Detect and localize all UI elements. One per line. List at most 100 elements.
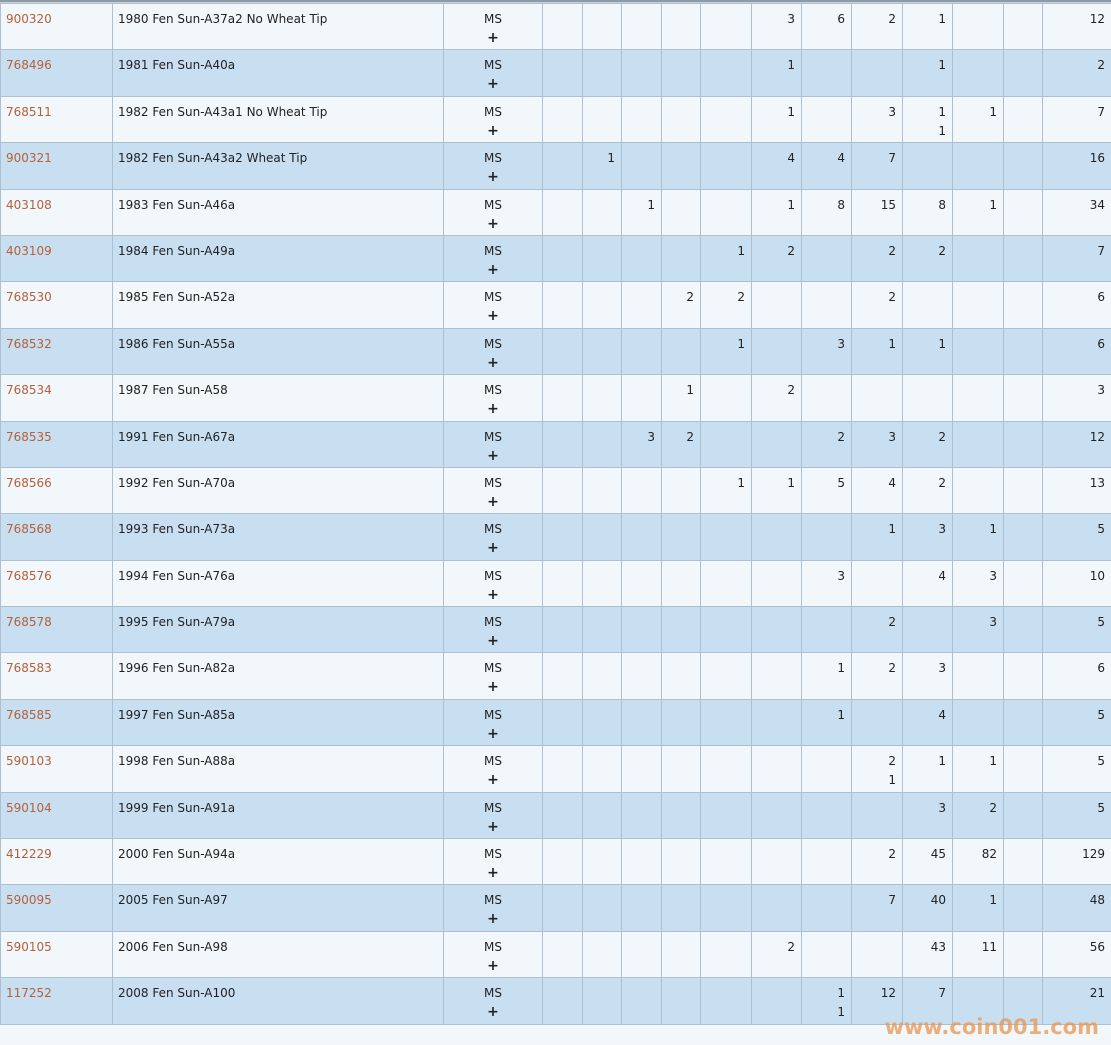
grade-count[interactable]: 12 [880,986,896,1001]
grade-count[interactable]: 1 [837,707,845,722]
grade-count[interactable]: 3 [938,800,946,815]
coin-id-link[interactable]: 403108 [6,197,52,212]
expand-plus-button[interactable]: + [487,215,499,232]
grade-count[interactable]: 1 [787,475,795,490]
grade-count[interactable]: 1 [888,336,896,351]
grade-count[interactable]: 1 [888,522,896,537]
expand-plus-button[interactable]: + [487,122,499,139]
grade-count[interactable]: 2 [938,475,946,490]
grade-count[interactable]: 2 [888,754,896,769]
grade-count[interactable]: 3 [888,104,896,119]
grade-count[interactable]: 2 [938,429,946,444]
grade-count[interactable]: 2 [989,800,997,815]
grade-count[interactable]: 4 [787,151,795,166]
coin-id-link[interactable]: 768530 [6,290,52,305]
grade-count[interactable]: 2 [888,12,896,26]
expand-plus-button[interactable]: + [487,725,499,742]
grade-count[interactable]: 1 [837,661,845,676]
grade-count[interactable]: 6 [837,12,845,26]
grade-count[interactable]: 1 [787,104,795,119]
grade-count[interactable]: 1 [647,197,655,212]
grade-count[interactable]: 7 [888,151,896,166]
grade-count[interactable]: 4 [938,707,946,722]
grade-count[interactable]: 2 [686,290,694,305]
grade-count[interactable]: 1 [787,58,795,73]
grade-count[interactable]: 1 [989,197,997,212]
grade-count[interactable]: 8 [938,197,946,212]
grade-count[interactable]: 3 [989,568,997,583]
coin-id-link[interactable]: 768566 [6,475,52,490]
coin-id-link[interactable]: 900321 [6,151,52,166]
expand-plus-button[interactable]: + [487,1004,499,1021]
coin-id-link[interactable]: 590104 [6,800,52,815]
grade-count[interactable]: 1 [888,773,896,788]
grade-count[interactable]: 1 [989,522,997,537]
grade-count[interactable]: 1 [938,58,946,73]
expand-plus-button[interactable]: + [487,957,499,974]
grade-count[interactable]: 1 [837,1005,845,1020]
grade-count[interactable]: 1 [938,754,946,769]
expand-plus-button[interactable]: + [487,679,499,696]
grade-count[interactable]: 3 [989,615,997,630]
grade-count[interactable]: 7 [888,893,896,908]
expand-plus-button[interactable]: + [487,308,499,325]
expand-plus-button[interactable]: + [487,493,499,510]
grade-count[interactable]: 4 [888,475,896,490]
grade-count[interactable]: 1 [737,475,745,490]
grade-count[interactable]: 3 [938,522,946,537]
expand-plus-button[interactable]: + [487,911,499,928]
grade-count[interactable]: 1 [686,383,694,398]
grade-count[interactable]: 45 [930,847,946,862]
grade-count[interactable]: 1 [607,151,615,166]
grade-count[interactable]: 2 [787,939,795,954]
coin-id-link[interactable]: 403109 [6,243,52,258]
coin-id-link[interactable]: 590095 [6,893,52,908]
grade-count[interactable]: 11 [981,939,997,954]
expand-plus-button[interactable]: + [487,401,499,418]
grade-count[interactable]: 2 [787,243,795,258]
grade-count[interactable]: 1 [938,104,946,119]
grade-count[interactable]: 8 [837,197,845,212]
grade-count[interactable]: 7 [938,986,946,1001]
grade-count[interactable]: 3 [888,429,896,444]
grade-count[interactable]: 2 [888,615,896,630]
grade-count[interactable]: 15 [880,197,896,212]
grade-count[interactable]: 5 [837,475,845,490]
coin-id-link[interactable]: 768534 [6,383,52,398]
grade-count[interactable]: 1 [989,104,997,119]
coin-id-link[interactable]: 768532 [6,336,52,351]
grade-count[interactable]: 2 [787,383,795,398]
grade-count[interactable]: 1 [787,197,795,212]
grade-count[interactable]: 2 [737,290,745,305]
coin-id-link[interactable]: 590103 [6,754,52,769]
grade-count[interactable]: 43 [930,939,946,954]
grade-count[interactable]: 2 [888,661,896,676]
grade-count[interactable]: 2 [686,429,694,444]
expand-plus-button[interactable]: + [487,447,499,464]
grade-count[interactable]: 3 [647,429,655,444]
grade-count[interactable]: 4 [837,151,845,166]
grade-count[interactable]: 1 [938,123,946,138]
grade-count[interactable]: 1 [737,336,745,351]
expand-plus-button[interactable]: + [487,586,499,603]
grade-count[interactable]: 2 [888,847,896,862]
coin-id-link[interactable]: 768583 [6,661,52,676]
grade-count[interactable]: 40 [930,893,946,908]
grade-count[interactable]: 1 [989,754,997,769]
expand-plus-button[interactable]: + [487,169,499,186]
grade-count[interactable]: 2 [888,243,896,258]
expand-plus-button[interactable]: + [487,261,499,278]
grade-count[interactable]: 3 [837,568,845,583]
coin-id-link[interactable]: 768511 [6,104,52,119]
grade-count[interactable]: 1 [837,986,845,1001]
grade-count[interactable]: 3 [787,12,795,26]
grade-count[interactable]: 3 [837,336,845,351]
coin-id-link[interactable]: 117252 [6,986,52,1001]
coin-id-link[interactable]: 590105 [6,939,52,954]
grade-count[interactable]: 4 [938,568,946,583]
coin-id-link[interactable]: 768585 [6,707,52,722]
coin-id-link[interactable]: 412229 [6,847,52,862]
coin-id-link[interactable]: 768568 [6,522,52,537]
expand-plus-button[interactable]: + [487,818,499,835]
coin-id-link[interactable]: 768496 [6,58,52,73]
